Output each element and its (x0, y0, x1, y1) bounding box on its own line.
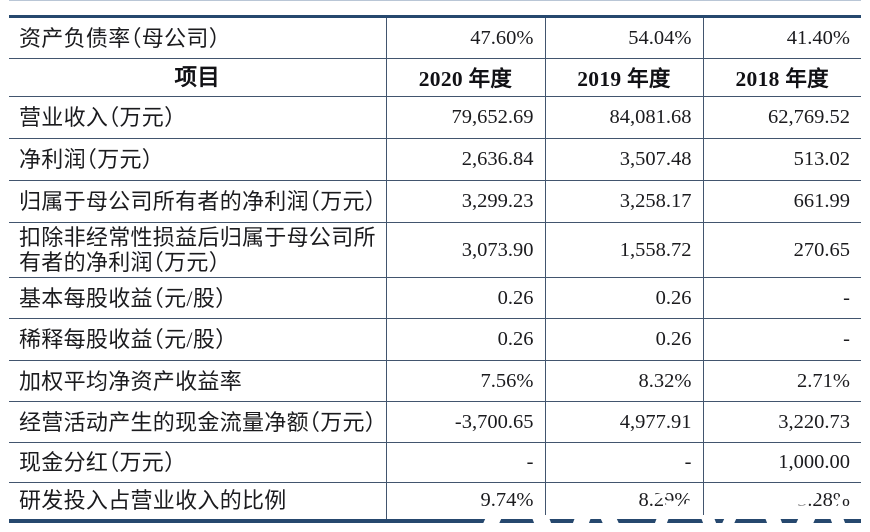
cell-net-profit-2020: 2,636.84 (386, 138, 546, 181)
table-row-net-profit: 净利润（万元） 2,636.84 3,507.48 513.02 (9, 138, 861, 181)
cell-weighted-roe-2019: 8.32% (545, 360, 704, 402)
column-header-item: 项目 (9, 58, 387, 97)
cell-cash-dividend-2020: - (386, 442, 546, 483)
cell-diluted-eps-2020: 0.26 (386, 318, 546, 361)
cropped-previous-row-rule (9, 0, 861, 1)
cell-revenue-2018: 62,769.52 (703, 96, 861, 139)
cell-revenue-2020: 79,652.69 (386, 96, 546, 139)
column-header-2020: 2020 年度 (386, 58, 546, 97)
row-label-parent-net-profit: 归属于母公司所有者的净利润（万元） (9, 180, 387, 223)
table-row-diluted-eps: 稀释每股收益（元/股） 0.26 0.26 - (9, 318, 861, 361)
column-header-2018: 2018 年度 (703, 58, 861, 97)
row-label-deducted-net-profit: 扣除非经常性损益后归属于母公司所有者的净利润（万元） (9, 222, 387, 278)
table-row-cash-dividend: 现金分红（万元） - - 1,000.00 (9, 442, 861, 483)
row-label-revenue: 营业收入（万元） (9, 96, 387, 139)
cell-weighted-roe-2020: 7.56% (386, 360, 546, 402)
cell-diluted-eps-2018: - (703, 318, 861, 361)
cell-weighted-roe-2018: 2.71% (703, 360, 861, 402)
row-label-basic-eps: 基本每股收益（元/股） (9, 277, 387, 319)
table-row-weighted-roe: 加权平均净资产收益率 7.56% 8.32% 2.71% (9, 360, 861, 402)
table-row-parent-net-profit: 归属于母公司所有者的净利润（万元） 3,299.23 3,258.17 661.… (9, 180, 861, 223)
row-label-net-profit: 净利润（万元） (9, 138, 387, 181)
cell-cash-dividend-2018: 1,000.00 (703, 442, 861, 483)
row-label-debt-ratio: 资产负债率（母公司） (9, 16, 387, 59)
row-label-cash-dividend: 现金分红（万元） (9, 442, 387, 483)
cell-deducted-net-profit-2020: 3,073.90 (386, 222, 546, 278)
cell-revenue-2019: 84,081.68 (545, 96, 704, 139)
cell-basic-eps-2020: 0.26 (386, 277, 546, 319)
table-row-basic-eps: 基本每股收益（元/股） 0.26 0.26 - (9, 277, 861, 319)
cell-diluted-eps-2019: 0.26 (545, 318, 704, 361)
cell-debt-ratio-2018: 41.40% (703, 16, 861, 59)
table-row-deducted-net-profit: 扣除非经常性损益后归属于母公司所有者的净利润（万元） 3,073.90 1,55… (9, 222, 861, 278)
table-row-debt-ratio: 资产负债率（母公司） 47.60% 54.04% 41.40% (9, 16, 861, 59)
cell-debt-ratio-2020: 47.60% (386, 16, 546, 59)
cell-basic-eps-2018: - (703, 277, 861, 319)
table-row-rd-ratio: 研发投入占营业收入的比例 9.74% 8.29% 5.28% (9, 482, 861, 521)
cell-rd-ratio-2018: 5.28% (703, 482, 861, 521)
cell-rd-ratio-2019: 8.29% (545, 482, 704, 521)
cell-basic-eps-2019: 0.26 (545, 277, 704, 319)
row-label-diluted-eps: 稀释每股收益（元/股） (9, 318, 387, 361)
cell-parent-net-profit-2018: 661.99 (703, 180, 861, 223)
cell-debt-ratio-2019: 54.04% (545, 16, 704, 59)
table-row-operating-cash-flow: 经营活动产生的现金流量净额（万元） -3,700.65 4,977.91 3,2… (9, 401, 861, 443)
cell-net-profit-2019: 3,507.48 (545, 138, 704, 181)
column-header-2019: 2019 年度 (545, 58, 704, 97)
cell-net-profit-2018: 513.02 (703, 138, 861, 181)
cell-operating-cash-flow-2019: 4,977.91 (545, 401, 704, 443)
table-header-row: 项目 2020 年度 2019 年度 2018 年度 (9, 58, 861, 97)
cell-deducted-net-profit-2019: 1,558.72 (545, 222, 704, 278)
cell-deducted-net-profit-2018: 270.65 (703, 222, 861, 278)
cell-operating-cash-flow-2018: 3,220.73 (703, 401, 861, 443)
row-label-operating-cash-flow: 经营活动产生的现金流量净额（万元） (9, 401, 387, 443)
row-label-weighted-roe: 加权平均净资产收益率 (9, 360, 387, 402)
cell-parent-net-profit-2019: 3,258.17 (545, 180, 704, 223)
cell-cash-dividend-2019: - (545, 442, 704, 483)
cell-parent-net-profit-2020: 3,299.23 (386, 180, 546, 223)
cell-operating-cash-flow-2020: -3,700.65 (386, 401, 546, 443)
row-label-rd-ratio: 研发投入占营业收入的比例 (9, 482, 387, 521)
cell-rd-ratio-2020: 9.74% (386, 482, 546, 521)
table-row-revenue: 营业收入（万元） 79,652.69 84,081.68 62,769.52 (9, 96, 861, 139)
financial-summary-table: 资产负债率（母公司） 47.60% 54.04% 41.40% 项目 2020 … (9, 15, 861, 523)
